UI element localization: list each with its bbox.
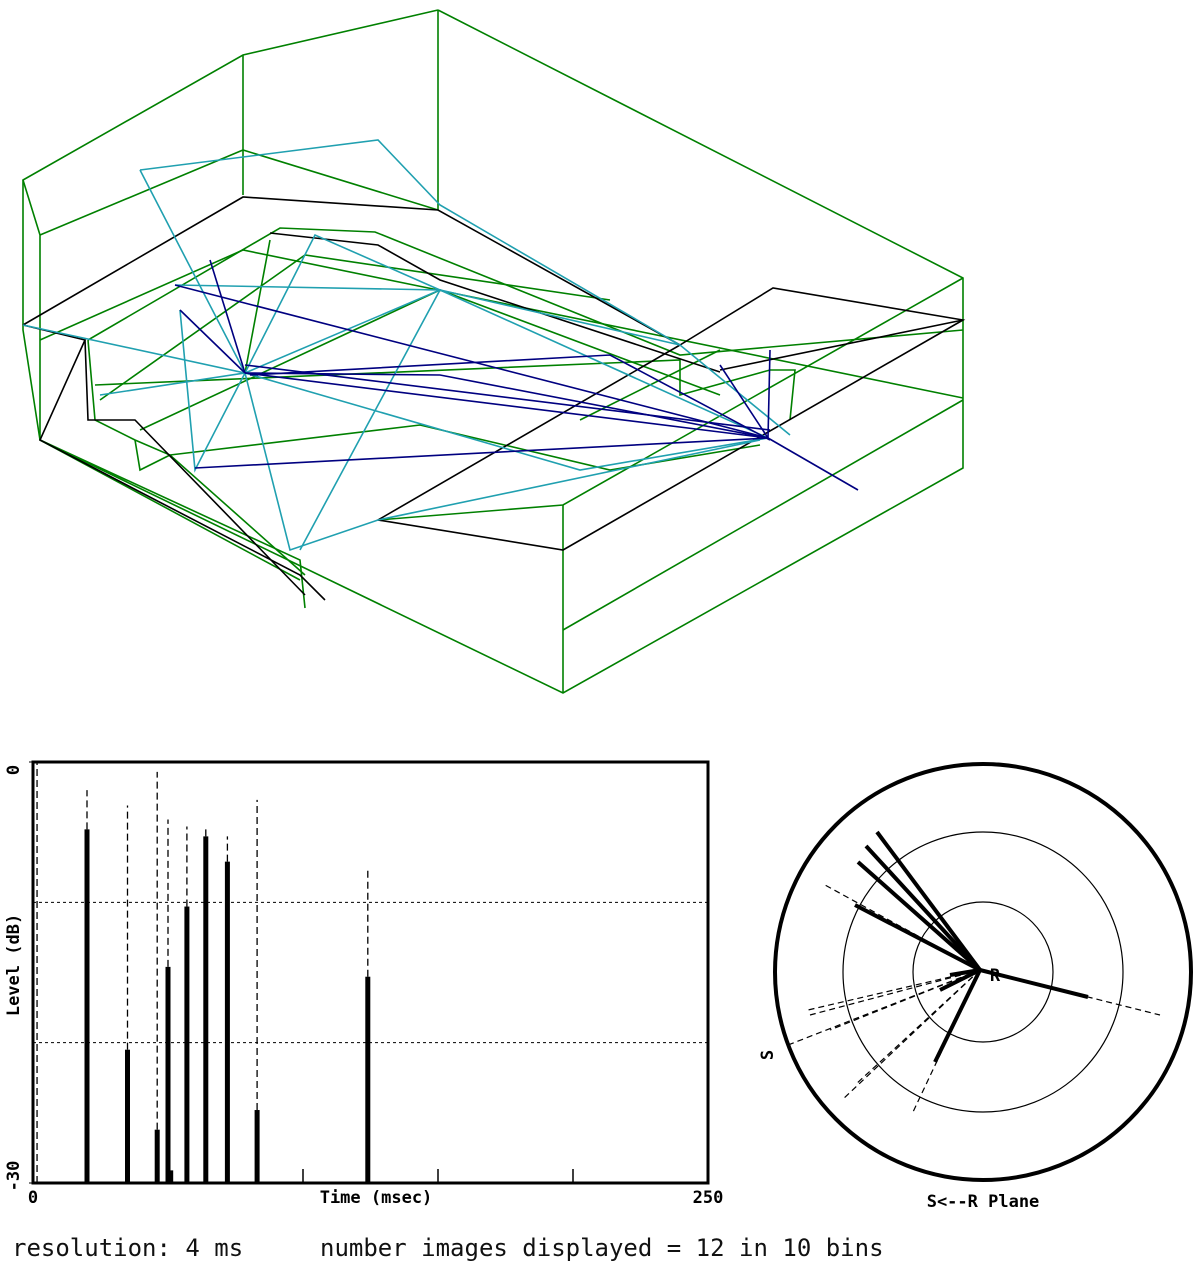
wire-edge <box>180 310 245 470</box>
x-tick-label: 250 <box>693 1188 724 1208</box>
echo-bar <box>255 1110 260 1183</box>
polar-plot <box>775 764 1191 1180</box>
ray-dashed <box>855 970 980 1085</box>
y-axis-label: Level (dB) <box>4 914 24 1016</box>
x-axis-label: Time (msec) <box>320 1188 433 1208</box>
y-tick-label: 0 <box>4 765 24 775</box>
echo-bar <box>155 1130 160 1183</box>
ray <box>877 832 980 970</box>
echo-bar <box>225 862 230 1183</box>
echo-bar <box>166 967 171 1183</box>
wire-edge <box>720 320 963 370</box>
echo-bar <box>365 977 370 1183</box>
ray <box>866 846 980 970</box>
echogram-frame <box>33 762 708 1183</box>
images-text: number images displayed = 12 in 10 bins <box>320 1234 884 1262</box>
resolution-text: resolution: 4 ms <box>12 1234 243 1262</box>
ray-dashed <box>810 970 980 1015</box>
wire-edge <box>23 10 963 693</box>
wire-edge <box>135 440 170 470</box>
wire-edge <box>23 180 40 440</box>
wire-edge <box>88 340 305 575</box>
receiver-label: R <box>990 966 1001 986</box>
y-tick-label: -30 <box>4 1161 24 1192</box>
echo-bar <box>184 907 189 1183</box>
source-label: S <box>758 1050 778 1060</box>
echo-bar <box>125 1050 130 1183</box>
echogram: 0 250 <box>28 762 723 1208</box>
room-wireframe <box>23 10 963 693</box>
wire-edge <box>378 278 963 520</box>
x-tick-label: 0 <box>28 1188 38 1208</box>
echo-bar <box>85 829 90 1183</box>
polar-title: S<--R Plane <box>927 1192 1040 1212</box>
wire-edge <box>768 438 858 490</box>
wire-edge <box>245 235 768 438</box>
ray-dashed <box>842 970 980 1100</box>
wire-edge <box>768 350 770 438</box>
page: 0 -30 Level (dB) Time (msec) 0 250 S R S<… <box>0 0 1193 1268</box>
wire-edge <box>40 440 305 608</box>
polar-rays <box>788 832 1160 1112</box>
echo-bar <box>203 836 208 1183</box>
wire-edge <box>40 250 963 398</box>
wire-edge <box>23 325 325 600</box>
wire-edge <box>40 150 438 235</box>
wire-edge <box>175 285 768 438</box>
screen: 0 -30 Level (dB) Time (msec) 0 250 S R S<… <box>0 0 1193 1268</box>
echo-bar <box>168 1170 173 1183</box>
wire-edge <box>170 425 760 470</box>
